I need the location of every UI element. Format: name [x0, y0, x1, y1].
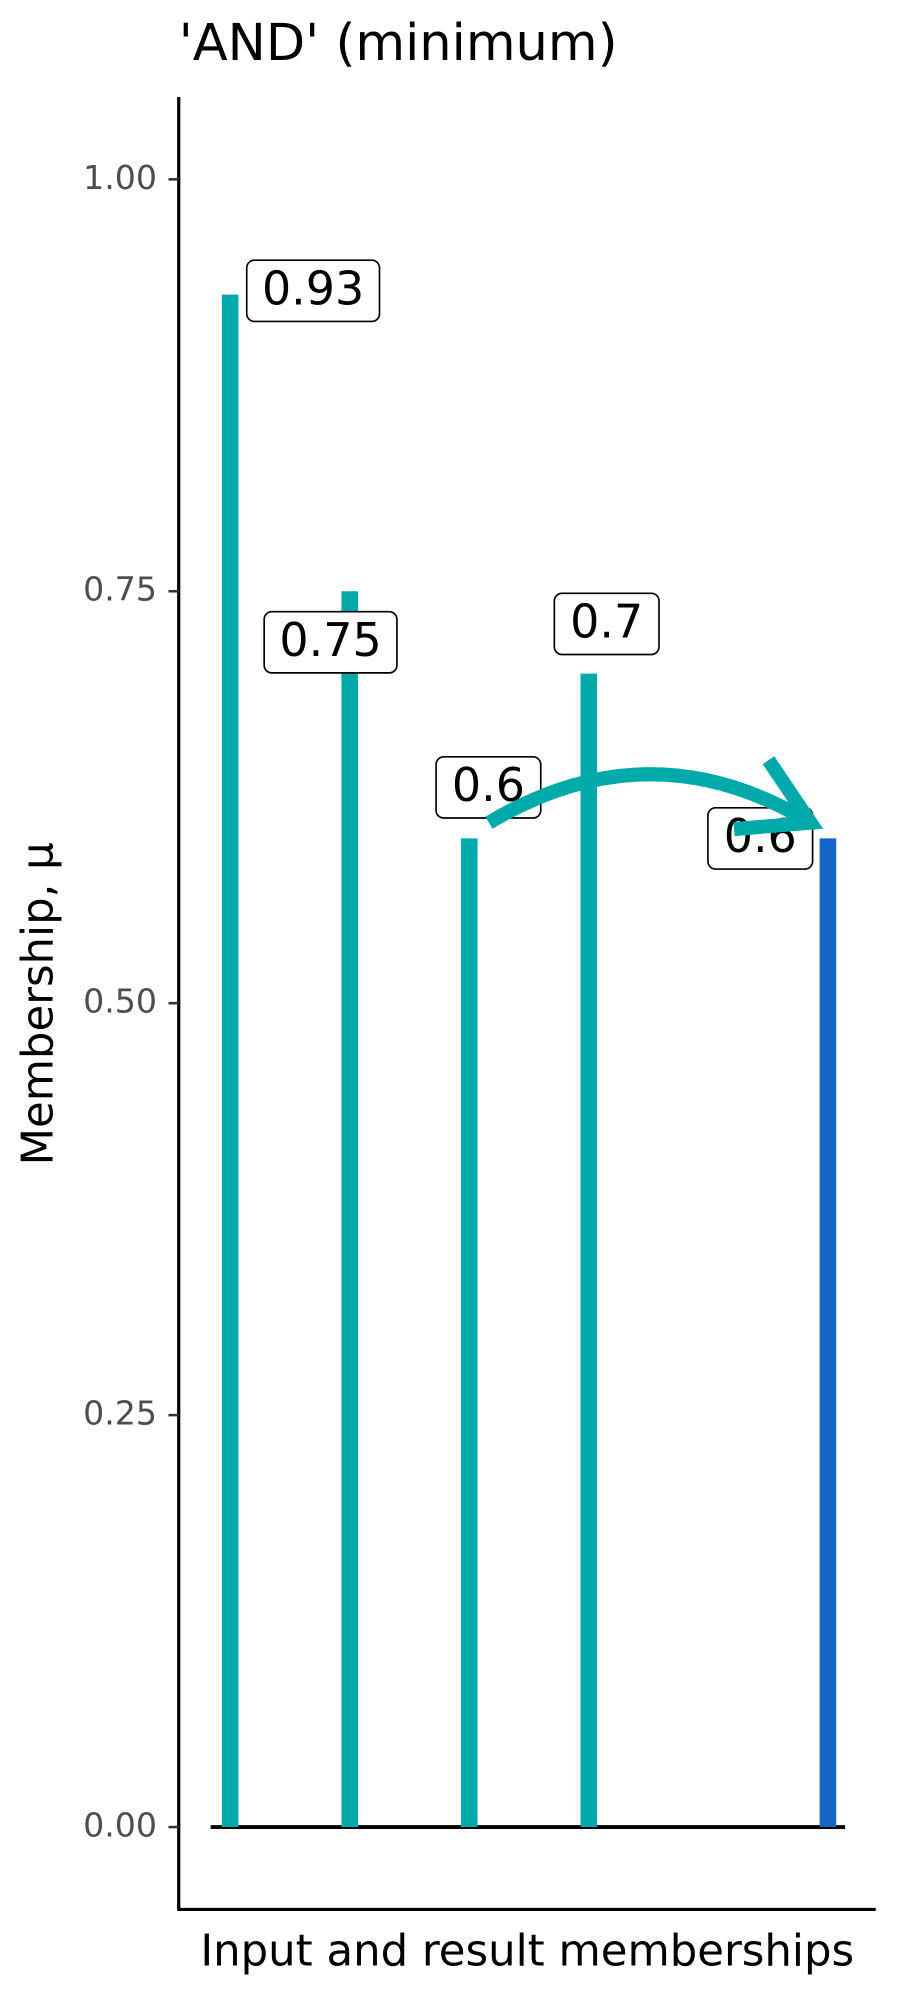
y-tick-label: 0.00	[83, 1806, 157, 1845]
arrow	[485, 767, 815, 829]
chart-title: 'AND' (minimum)	[179, 14, 618, 73]
value-label: 0.93	[262, 262, 364, 316]
y-tick-label: 0.75	[83, 570, 157, 609]
y-axis-label: Membership, μ	[13, 842, 63, 1165]
x-axis-label: Input and result memberships	[200, 1927, 854, 1977]
value-label-box	[245, 259, 381, 323]
y-tick-label: 1.00	[83, 158, 157, 197]
y-tick-label: 0.50	[83, 982, 157, 1021]
value-label: 0.75	[279, 613, 381, 667]
value-label: 0.6	[724, 809, 797, 863]
value-label-box	[263, 610, 398, 674]
y-tick-label: 0.25	[83, 1394, 157, 1433]
value-label: 0.7	[570, 595, 643, 649]
arrow-head	[733, 756, 824, 837]
value-label-box	[553, 592, 660, 656]
